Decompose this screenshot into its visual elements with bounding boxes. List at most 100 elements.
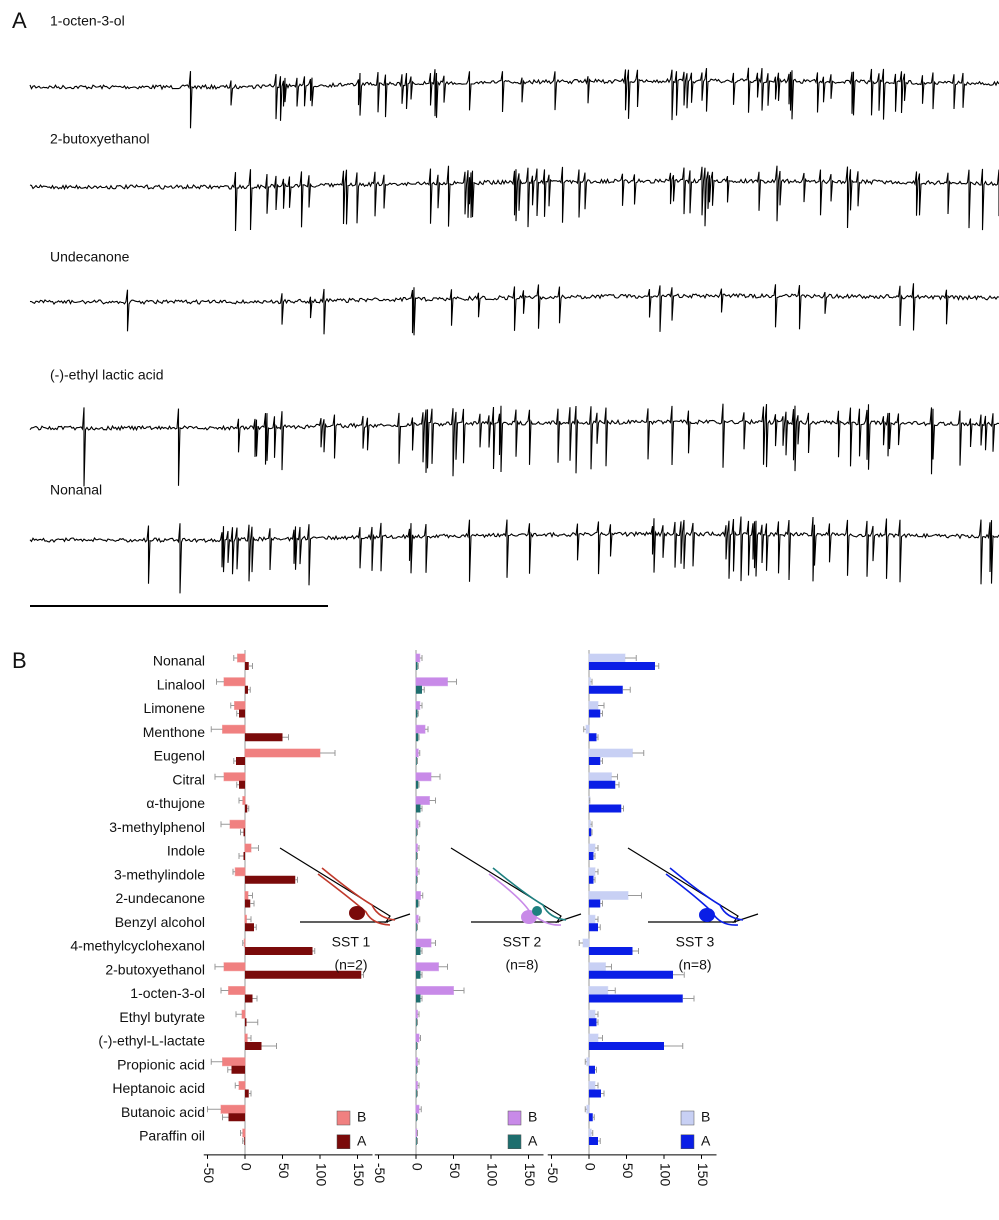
x-tick-label: 150 — [522, 1163, 538, 1187]
bar — [231, 1065, 245, 1074]
bar — [416, 875, 417, 884]
bar — [588, 653, 626, 663]
bar — [589, 994, 683, 1003]
bar — [416, 733, 419, 742]
neuron-soma — [699, 908, 715, 922]
bar — [237, 653, 246, 663]
bar — [242, 796, 246, 805]
trace — [29, 403, 999, 487]
bar — [588, 1128, 592, 1138]
bar — [245, 970, 362, 979]
x-tick-label: 0 — [238, 1163, 254, 1171]
bar — [241, 1009, 246, 1019]
bar — [588, 962, 606, 972]
category-label: 2-undecanone — [115, 890, 205, 906]
legend-swatch — [680, 1134, 695, 1149]
bar — [415, 1128, 418, 1138]
bar — [589, 1113, 593, 1122]
bar — [589, 685, 623, 694]
bar — [245, 947, 313, 955]
category-label: Butanoic acid — [121, 1104, 205, 1120]
bar — [245, 875, 296, 884]
trace — [29, 283, 999, 336]
bar — [415, 891, 421, 900]
bar — [223, 772, 246, 782]
bar — [416, 1113, 417, 1122]
bar — [416, 828, 417, 837]
bar — [589, 733, 597, 742]
chart-subtitle: (n=8) — [678, 957, 711, 973]
bar — [415, 748, 419, 758]
bar — [415, 986, 454, 995]
x-tick-label: 150 — [695, 1163, 711, 1187]
x-tick-label: -50 — [372, 1163, 388, 1183]
bar — [245, 685, 248, 694]
chart-subtitle: (n=2) — [334, 957, 367, 973]
bar — [222, 724, 246, 734]
bar — [588, 819, 591, 829]
bar — [588, 772, 612, 782]
bar — [589, 1018, 597, 1027]
category-label: Heptanoic acid — [112, 1080, 205, 1096]
category-label: 2-butoxyethanol — [105, 961, 205, 977]
x-tick-label: 50 — [276, 1163, 292, 1179]
bar — [244, 1137, 246, 1145]
bar — [586, 1057, 590, 1067]
legend-label: A — [701, 1132, 711, 1148]
chart-title: SST 1 — [332, 934, 371, 950]
bar — [243, 938, 246, 948]
x-tick-label: -50 — [201, 1163, 217, 1183]
bar — [238, 1081, 246, 1090]
bar — [588, 867, 596, 877]
legend-label: B — [701, 1109, 710, 1125]
trace-label: 1-octen-3-ol — [50, 13, 125, 29]
bar — [415, 1057, 418, 1067]
bar — [586, 1104, 590, 1114]
bar — [242, 1128, 246, 1138]
chart-subtitle: (n=8) — [505, 957, 538, 973]
bar — [245, 1089, 249, 1098]
category-label: Eugenol — [154, 748, 205, 764]
bar — [234, 867, 246, 877]
bar — [589, 947, 633, 955]
bar — [585, 724, 590, 734]
trace-label: (-)-ethyl lactic acid — [50, 367, 164, 383]
trace-label: Nonanal — [50, 482, 102, 498]
bar — [416, 1018, 417, 1027]
bar — [588, 986, 609, 995]
bar — [415, 701, 421, 710]
bar — [244, 748, 321, 758]
category-label: Benzyl alcohol — [115, 914, 205, 930]
category-label: 1-octen-3-ol — [130, 985, 205, 1001]
neuron-soma — [532, 906, 542, 916]
category-label: α-thujone — [146, 795, 205, 811]
bar — [220, 1104, 246, 1114]
trace-label: 2-butoxyethanol — [50, 131, 150, 147]
category-label: 3-methylphenol — [109, 819, 205, 835]
bar — [243, 852, 245, 860]
bar — [589, 875, 594, 884]
bar — [415, 867, 418, 877]
bar — [588, 1081, 596, 1090]
bar — [416, 852, 417, 860]
bar — [416, 685, 422, 694]
bar — [415, 962, 439, 972]
bar — [415, 1009, 418, 1019]
bar — [245, 899, 251, 908]
trace — [29, 516, 999, 594]
category-label: Linalool — [157, 676, 205, 692]
legend-swatch — [507, 1134, 522, 1149]
bar — [416, 780, 419, 789]
bar — [245, 923, 254, 932]
bar — [416, 757, 417, 765]
bar — [228, 986, 246, 995]
bar — [415, 772, 432, 782]
bar — [415, 677, 448, 687]
x-tick-label: 50 — [620, 1163, 636, 1179]
x-tick-label: 50 — [447, 1163, 463, 1179]
bar — [243, 828, 245, 837]
bar — [589, 709, 601, 718]
panel-label: B — [12, 648, 27, 673]
neuron-soma — [349, 906, 365, 920]
bar — [589, 970, 673, 979]
